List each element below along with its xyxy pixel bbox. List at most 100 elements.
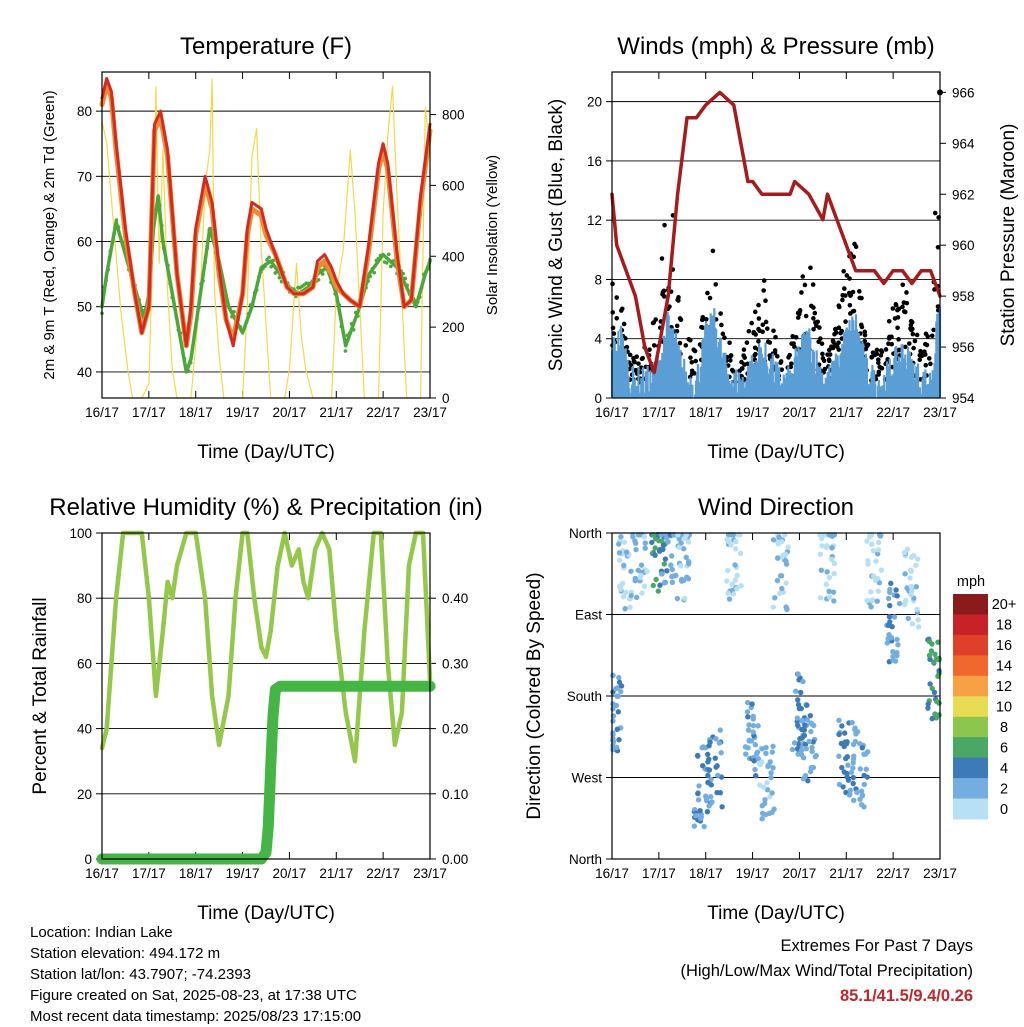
gust-point	[847, 311, 853, 316]
direction-point	[634, 594, 640, 601]
direction-point	[759, 802, 765, 809]
direction-point	[668, 562, 674, 568]
td-point	[160, 223, 164, 228]
direction-point	[751, 758, 757, 764]
td-point	[195, 317, 199, 321]
direction-point	[712, 755, 718, 761]
gust-point	[746, 328, 752, 334]
direction-point	[850, 774, 857, 781]
direction-point	[839, 764, 845, 771]
direction-point	[927, 681, 933, 687]
gust-point	[924, 342, 930, 348]
direction-point	[878, 567, 885, 573]
td-point	[422, 272, 426, 277]
direction-point	[761, 784, 767, 790]
extremes-subtitle: (High/Low/Max Wind/Total Precipitation)	[680, 962, 973, 980]
td-point	[320, 272, 325, 276]
direction-point	[826, 588, 832, 595]
gust-point	[689, 359, 695, 365]
td-point	[333, 292, 337, 296]
x-tick-label: 18/17	[179, 866, 213, 881]
direction-point	[680, 577, 687, 584]
direction-point	[630, 534, 636, 540]
gust-point	[843, 319, 848, 324]
direction-point	[669, 579, 676, 586]
direction-point	[652, 545, 658, 551]
direction-point	[732, 562, 738, 568]
gust-point	[812, 310, 818, 316]
direction-point	[845, 762, 851, 768]
direction-point	[935, 639, 941, 645]
direction-point	[704, 751, 711, 758]
direction-point	[641, 534, 648, 540]
gust-point	[886, 318, 892, 324]
colorbar-swatch	[953, 716, 988, 738]
td-point	[337, 303, 342, 307]
gust-point	[719, 322, 724, 328]
td-point	[403, 276, 408, 281]
colorbar-swatch	[953, 594, 988, 615]
colorbar-label: 6	[1000, 740, 1008, 756]
y-axis-label: Direction (Colored By Speed)	[524, 572, 545, 819]
gust-point	[700, 314, 706, 320]
direction-point	[925, 701, 931, 707]
gust-point	[720, 331, 726, 337]
y-tick-label: 40	[77, 722, 92, 737]
colorbar-label: 14	[996, 659, 1012, 675]
direction-point	[804, 702, 810, 708]
direction-point	[803, 746, 809, 752]
direction-point	[799, 726, 805, 733]
td-point	[335, 298, 339, 303]
direction-point	[729, 581, 735, 588]
td-point	[384, 261, 389, 265]
direction-point	[661, 580, 668, 586]
gust-point	[799, 290, 804, 295]
td-point	[197, 305, 201, 310]
td-point	[426, 266, 430, 271]
td-point	[182, 356, 187, 361]
direction-point	[836, 731, 842, 738]
td-point	[275, 269, 280, 274]
direction-point	[685, 575, 692, 582]
gust-point	[886, 341, 891, 347]
y-tick-label: 12	[587, 213, 602, 228]
x-tick-label: 22/17	[366, 405, 400, 420]
gust-point	[718, 311, 723, 316]
direction-point	[932, 711, 938, 717]
direction-point	[861, 804, 867, 810]
direction-point	[615, 693, 621, 700]
y2-tick-label: 960	[952, 238, 975, 253]
direction-point	[676, 544, 682, 551]
gust-point	[836, 303, 842, 308]
direction-point	[706, 756, 712, 763]
gust-point	[840, 297, 845, 303]
direction-point	[804, 717, 810, 723]
x-tick-label: 23/17	[413, 866, 447, 881]
direction-point	[783, 561, 790, 567]
gust-point	[811, 326, 816, 332]
direction-point	[652, 552, 658, 558]
gust-point	[847, 302, 853, 308]
direction-point	[717, 727, 723, 733]
gust-point	[931, 327, 936, 333]
td-point	[349, 321, 354, 326]
gust-point	[928, 361, 933, 367]
direction-point	[641, 583, 648, 590]
td-point	[277, 275, 282, 280]
gust-point	[632, 359, 637, 365]
y2-tick-label: 0.10	[442, 787, 468, 802]
direction-point	[614, 726, 620, 732]
gust-point	[751, 330, 756, 336]
gust-point	[760, 322, 766, 328]
td-point	[254, 288, 259, 292]
direction-point	[791, 740, 798, 746]
td-point	[168, 281, 172, 286]
gust-point	[811, 316, 816, 321]
colorbar-label: 16	[996, 638, 1012, 654]
direction-point	[638, 572, 644, 579]
td-point	[376, 256, 381, 261]
direction-point	[779, 585, 785, 592]
direction-point	[669, 566, 676, 573]
direction-point	[842, 730, 848, 736]
direction-point	[713, 764, 719, 770]
